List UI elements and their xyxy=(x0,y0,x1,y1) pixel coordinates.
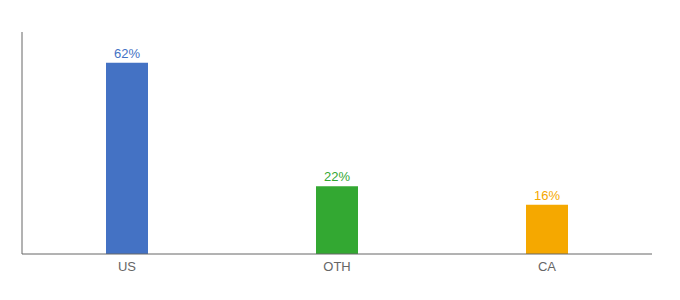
svg-text:16%: 16% xyxy=(534,188,560,203)
svg-text:OTH: OTH xyxy=(323,259,350,274)
svg-text:CA: CA xyxy=(538,259,556,274)
svg-text:US: US xyxy=(118,259,136,274)
svg-text:62%: 62% xyxy=(114,46,140,61)
svg-text:22%: 22% xyxy=(324,169,350,184)
